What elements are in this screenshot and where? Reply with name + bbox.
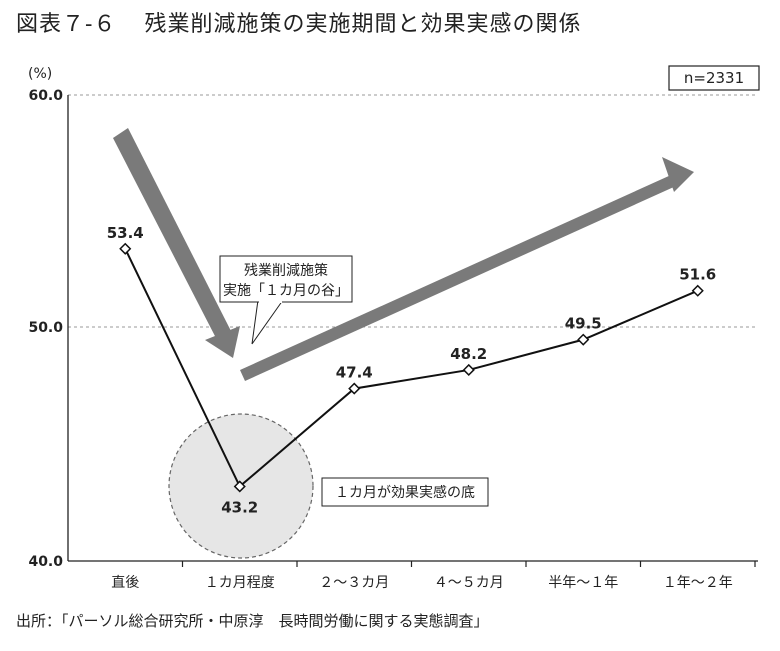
y-unit-label: (%) [28, 66, 52, 82]
figure-label: 図表７-６ [16, 12, 117, 37]
title-text: 残業削減施策の実施期間と効果実感の関係 [144, 12, 582, 37]
series-line [124, 248, 699, 489]
data-label: 43.2 [221, 498, 258, 516]
x-tick-label: １年～２年 [663, 575, 733, 591]
data-point-marker [233, 480, 246, 493]
down-trend-arrow [113, 128, 240, 358]
series-line-group: 53.4 43.2 47.4 48.2 49.5 51.6 [107, 224, 717, 517]
data-point-marker [691, 284, 704, 297]
data-label: 47.4 [336, 364, 373, 382]
source-note: 出所：「パーソル総合研究所・中原淳 長時間労働に関する実態調査」 [16, 612, 489, 630]
data-label: 53.4 [107, 224, 144, 242]
data-point-marker [577, 333, 590, 346]
y-tick-50: 50.0 [28, 320, 63, 336]
x-tick-label: 直後 [111, 574, 139, 591]
data-point-marker [348, 382, 361, 395]
valley-note-box [321, 477, 489, 507]
y-tick-40: 40.0 [28, 554, 63, 570]
x-tick-label: ２～３カ月 [319, 575, 389, 591]
data-label: 51.6 [679, 266, 716, 284]
sample-size-label: n=2331 [684, 69, 744, 87]
x-tick-label: 半年～１年 [548, 575, 618, 591]
data-point-marker [462, 363, 475, 377]
x-tick-label: ４～５カ月 [434, 575, 504, 591]
x-tick-labels: 直後 １カ月程度 ２～３カ月 ４～５カ月 半年～１年 １年～２年 [111, 574, 733, 591]
data-point-marker [119, 242, 132, 255]
data-label: 49.5 [565, 315, 602, 333]
callout-box [219, 255, 353, 303]
callout-line2: 実施「１カ月の谷」 [223, 283, 349, 299]
valley-note: １カ月が効果実感の底 [335, 484, 475, 501]
callout-pointer [251, 299, 284, 345]
up-trend-arrow [240, 157, 694, 381]
callout-line1: 残業削減施策 [244, 262, 328, 279]
x-tick-marks [181, 561, 756, 567]
data-label: 48.2 [450, 345, 487, 363]
x-tick-label: １カ月程度 [205, 575, 275, 591]
y-tick-60: 60.0 [28, 88, 63, 104]
chart-title: 図表７-６ 残業削減施策の実施期間と効果実感の関係 [16, 6, 581, 38]
sample-size-box [668, 65, 760, 91]
